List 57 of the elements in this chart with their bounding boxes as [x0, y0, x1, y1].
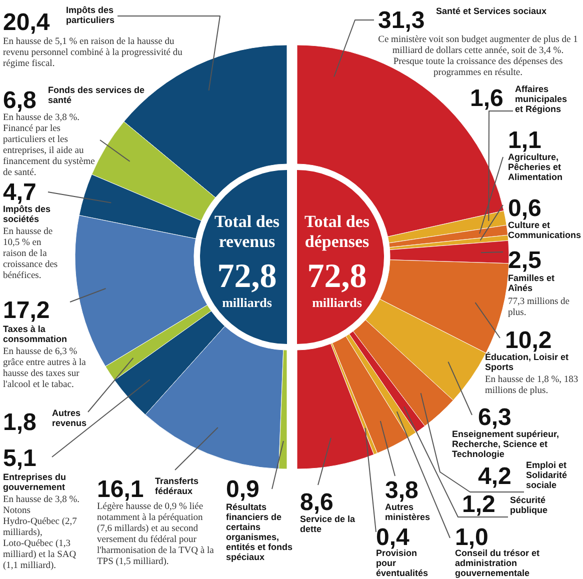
slice-label: Impôts des sociétés [3, 204, 51, 224]
data-label: 20,4 [3, 9, 50, 36]
data-label: 0,9 [226, 476, 260, 503]
data-label: 31,3 [378, 7, 425, 34]
data-label: 1,6 [470, 85, 504, 112]
text: Légère hausse de 0,9 % liée notamment à la péréquation (7,6 millards) et au second versement du fédéral pour l'harmonisation de la TVQ à la TPS (1,5 milliard). [97, 502, 214, 567]
data-label: 1,1 [508, 127, 542, 154]
data-label: 0,6 [508, 195, 542, 222]
slice-label: Éducation, Loisir et Sports [485, 352, 569, 372]
data-label: 17,2 [3, 297, 50, 324]
data-label: 1,0 [455, 524, 488, 551]
text: 77,3 millions de plus. [508, 297, 570, 318]
slice-label: Taxes à la consommation [3, 324, 68, 344]
slice-label: Emploi et Solidarité sociale [526, 460, 568, 490]
text: Total des dépenses [304, 212, 370, 251]
text: 72,8 [307, 258, 367, 295]
text: milliards [312, 295, 362, 310]
data-label: 16,1 [97, 476, 144, 503]
data-label: 1,2 [462, 491, 496, 518]
data-label: 6,3 [478, 404, 512, 431]
text: Total des revenus [214, 212, 280, 251]
text: En hausse de 6,3 % grâce entre autres à la hausse des taxes sur l'alcool et le tabac. [3, 347, 86, 390]
slice-label: Santé et Services sociaux [436, 6, 547, 16]
slice-label: Transferts fédéraux [155, 476, 199, 496]
slice-label: Entreprises du gouvernement [3, 472, 66, 492]
slice-label: Fonds des services de santé [48, 85, 145, 105]
slice-label: Conseil du trésor et administration gouvernementale [455, 548, 540, 578]
slice-label: Résultats financiers de certains organismes, entités et fonds spéciaux [226, 502, 293, 562]
data-label: 10,2 [505, 327, 552, 354]
slice-label: Service de la dette [300, 514, 356, 534]
slice-label: Sécurité publique [510, 495, 548, 515]
slice-label: Autres ministères [385, 502, 430, 522]
slice-label: Enseignement supérieur, Recherche, Science et Technologie [452, 429, 560, 459]
text: En hausse de 3,8 %. Notons Hydro-Québec (2,7 milliards), Loto-Québec (1,3 milliard) et la SAQ (1,1 milliard). [3, 495, 80, 571]
text: En hausse de 5,1 % en raison de la hausse du revenu personnel combiné à la progressivité du régime fiscal. [3, 37, 182, 69]
data-label: 1,8 [3, 409, 36, 436]
slice-label: Agriculture, Pêcheries et Alimentation [508, 152, 563, 182]
text: 72,8 [217, 258, 277, 295]
slice-label: Provision pour éventualités [376, 548, 428, 578]
text: En hausse de 1,8 %, 183 millions de plus. [485, 375, 578, 396]
data-label: 8,6 [300, 489, 334, 516]
data-label: 3,8 [385, 477, 418, 504]
slice-label: Impôts des particuliers [66, 5, 115, 25]
text: En hausse de 3,8 %. Financé par les particuliers et les entreprises, il aide au financement du système de santé. [3, 113, 95, 178]
data-label: 2,5 [508, 247, 542, 274]
data-label: 6,8 [3, 87, 36, 114]
text: milliards [222, 295, 272, 310]
text: En hausse de 10,5 % en raison de la croissance des bénéfices. [3, 227, 58, 281]
slice-label: Affaires municipales et Régions [515, 84, 568, 114]
slice-label: Culture et Communications [508, 220, 582, 240]
slice-label: Autres revenus [52, 408, 87, 428]
text: Ce ministère voit son budget augmenter de plus de 1 milliard de dollars cette année, soit de 3,4 %. Presque toute la croissance des dépenses des programmes en résulte. [378, 35, 578, 78]
data-label: 5,1 [3, 445, 36, 472]
data-label: 0,4 [376, 524, 410, 551]
data-label: 4,2 [478, 463, 512, 490]
data-label: 4,7 [3, 179, 36, 206]
slice-label: Familles et Aînés [508, 273, 555, 293]
